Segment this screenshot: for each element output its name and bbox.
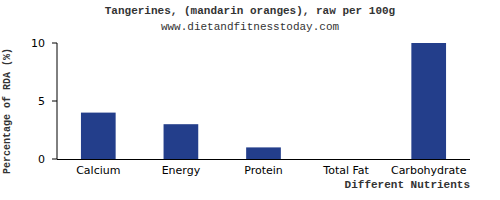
chart-container: Tangerines, (mandarin oranges), raw per … [0, 0, 500, 200]
bar [81, 113, 116, 159]
x-axis-label: Different Nutrients [345, 179, 470, 191]
y-tick [52, 101, 57, 102]
subtitle: www.dietandfitnesstoday.com [161, 21, 340, 33]
x-tick-label: Calcium [76, 164, 120, 177]
y-tick [52, 159, 57, 160]
bar [411, 43, 446, 159]
bar [164, 124, 199, 159]
x-axis [57, 159, 470, 160]
x-tick-label: Total Fat [322, 164, 369, 177]
bar [329, 159, 364, 160]
bar [246, 147, 281, 159]
x-tick-label: Protein [244, 164, 283, 177]
y-tick-label: 10 [31, 37, 45, 50]
x-tick-label: Carbohydrate [391, 164, 467, 177]
x-tick-label: Energy [162, 164, 201, 177]
y-tick [52, 43, 57, 44]
chart-svg: Tangerines, (mandarin oranges), raw per … [0, 0, 500, 200]
bars [81, 43, 446, 159]
y-tick-label: 5 [38, 95, 45, 108]
y-tick-label: 0 [38, 153, 45, 166]
title: Tangerines, (mandarin oranges), raw per … [105, 5, 395, 17]
y-axis-label: Percentage of RDA (%) [2, 48, 13, 174]
